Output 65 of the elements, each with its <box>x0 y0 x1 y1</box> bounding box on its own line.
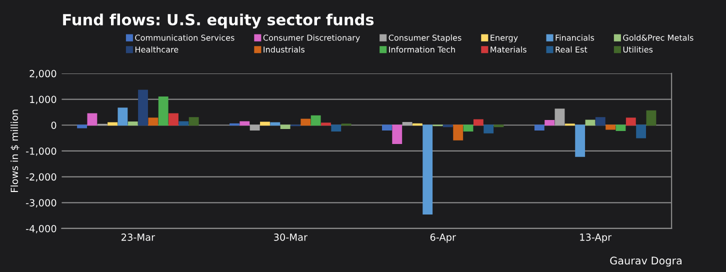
bar <box>636 124 646 138</box>
bar <box>585 120 596 126</box>
bar <box>138 90 148 126</box>
bar <box>402 122 412 126</box>
bar <box>453 124 464 140</box>
y-axis-title: Flows in $ million <box>10 110 20 192</box>
legend-label: Industrials <box>264 46 304 53</box>
legend-label: Gold&Prec Metals <box>623 34 694 41</box>
legend-label: Utilities <box>623 46 653 53</box>
bar <box>554 108 565 126</box>
bar <box>128 122 138 126</box>
bar <box>158 96 168 126</box>
bar <box>575 124 586 157</box>
bar <box>646 110 656 126</box>
bar <box>250 124 260 131</box>
x-tick-label: 6-Apr <box>430 234 456 243</box>
x-tick-label: 30-Mar <box>274 234 308 241</box>
legend-label: Consumer Discretionary <box>263 34 360 42</box>
y-tick-label: 2,000 <box>30 70 56 78</box>
bar <box>484 124 494 134</box>
bar <box>118 108 128 126</box>
y-tick-label: 1,000 <box>30 96 56 104</box>
y-tick-label: -4,000 <box>26 224 56 234</box>
y-tick-label: -1,000 <box>26 147 56 156</box>
chart-title: Fund flows: U.S. equity sector funds <box>63 14 374 29</box>
bar <box>331 124 342 132</box>
bar <box>280 124 290 129</box>
bar <box>240 121 250 126</box>
text: Gaurav Dogra <box>610 256 682 267</box>
bar <box>188 117 199 126</box>
legend-label: Communication Services <box>135 34 234 41</box>
bar <box>616 124 626 132</box>
bar <box>168 113 178 126</box>
bar <box>87 113 98 126</box>
legend-label: Real Est <box>556 46 588 53</box>
bar <box>606 124 616 130</box>
legend-label: Information Tech <box>389 46 455 53</box>
bar <box>300 118 311 126</box>
bar <box>463 124 474 132</box>
bar <box>148 118 158 126</box>
x-tick-label: 23-Mar <box>122 234 156 241</box>
bar <box>626 118 636 126</box>
bar <box>310 115 321 126</box>
legend-label: Consumer Staples <box>388 34 462 42</box>
legend-label: Financials <box>556 34 594 41</box>
bar <box>544 120 555 126</box>
bar <box>422 124 433 214</box>
y-tick-label: -3,000 <box>26 199 56 208</box>
bar <box>260 122 270 126</box>
y-tick-label: -2,000 <box>26 173 56 182</box>
bar <box>382 124 392 131</box>
legend-label: Energy <box>490 34 518 42</box>
bar <box>270 122 280 126</box>
x-tick-label: 13-Apr <box>580 234 612 243</box>
legend-label: Materials <box>490 46 526 53</box>
bar <box>392 124 402 144</box>
bar <box>178 121 189 126</box>
bar <box>473 119 484 126</box>
bar <box>534 124 544 131</box>
legend-label: Healthcare <box>135 46 178 53</box>
y-tick-label: 0 <box>51 122 56 129</box>
bar <box>321 122 331 126</box>
bar <box>77 124 87 128</box>
bar <box>595 117 606 126</box>
bar <box>108 122 118 126</box>
